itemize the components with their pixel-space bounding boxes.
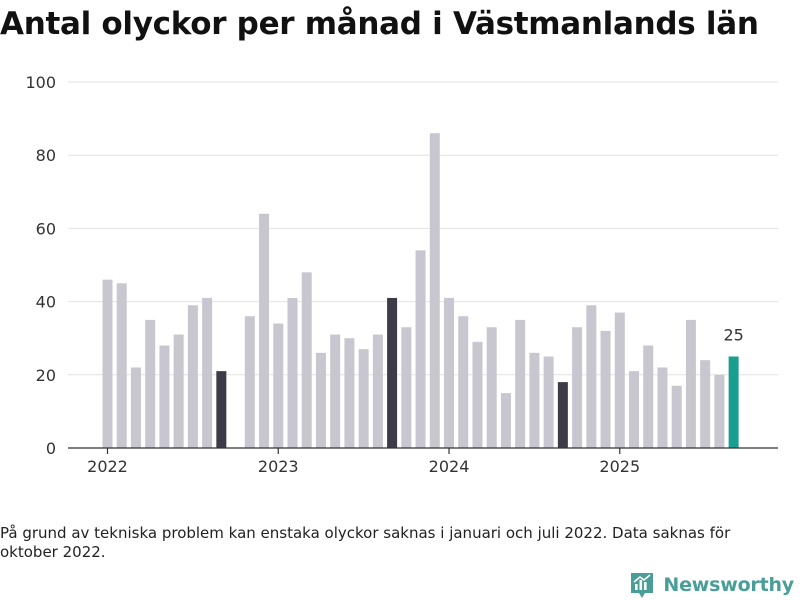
bar-2025-03 <box>643 345 654 448</box>
bar-2022-06 <box>173 334 184 448</box>
annotations: 25 <box>723 326 743 345</box>
bar-2023-06 <box>344 338 355 448</box>
bar-2023-10 <box>401 327 412 448</box>
bar-series <box>102 133 739 448</box>
y-tick-label: 0 <box>46 439 56 458</box>
bar-2024-10 <box>572 327 583 448</box>
bar-2024-04 <box>486 327 497 448</box>
bar-2023-05 <box>330 334 341 448</box>
bar-2022-05 <box>159 345 170 448</box>
bar-2025-01 <box>614 312 625 448</box>
bar-2023-04 <box>315 352 326 448</box>
bar-2024-09 <box>557 382 568 448</box>
x-tick-label: 2024 <box>429 457 470 476</box>
bar-2025-06 <box>685 319 696 448</box>
y-tick-label: 20 <box>36 366 56 385</box>
bar-2022-09 <box>216 371 227 448</box>
bar-2022-12 <box>259 213 270 448</box>
bar-2023-08 <box>372 334 383 448</box>
x-tick-label: 2022 <box>87 457 128 476</box>
y-tick-label: 60 <box>36 219 56 238</box>
footnote: På grund av tekniska problem kan enstaka… <box>0 524 731 561</box>
bar-2022-04 <box>145 319 156 448</box>
bar-2022-11 <box>244 316 255 448</box>
bar-2025-07 <box>700 360 711 448</box>
bar-2024-08 <box>543 356 554 448</box>
bar-2025-05 <box>671 385 682 448</box>
bar-2023-09 <box>387 297 398 448</box>
chart-title: Antal olyckor per månad i Västmanlands l… <box>0 6 759 42</box>
bar-2025-09 <box>728 356 739 448</box>
bar-2024-11 <box>586 305 597 448</box>
bar-2024-05 <box>500 393 511 448</box>
bar-2022-01 <box>102 279 113 448</box>
y-tick-label: 100 <box>25 73 56 92</box>
x-tick-label: 2023 <box>258 457 299 476</box>
bar-2022-03 <box>130 367 141 448</box>
bar-chart: 0 20 40 60 80 100 2022 2023 2024 2025 25 <box>25 73 778 476</box>
bar-2022-08 <box>202 297 213 448</box>
x-tick-label: 2025 <box>599 457 640 476</box>
latest-value-label: 25 <box>723 326 743 345</box>
bar-2022-07 <box>187 305 198 448</box>
bar-2023-02 <box>287 297 298 448</box>
bar-2024-01 <box>444 297 455 448</box>
bar-2024-12 <box>600 330 611 448</box>
x-axis: 2022 2023 2024 2025 <box>68 447 778 476</box>
bar-2023-01 <box>273 323 284 448</box>
bar-2024-06 <box>515 319 526 448</box>
bar-2023-11 <box>415 250 426 448</box>
y-axis-ticks: 0 20 40 60 80 100 <box>25 73 56 458</box>
bar-2025-04 <box>657 367 668 448</box>
bar-2023-07 <box>358 349 369 448</box>
brand-name: Newsworthy <box>663 574 794 596</box>
newsworthy-logo-icon <box>631 573 654 598</box>
bar-2025-02 <box>629 371 640 448</box>
bar-2024-02 <box>458 316 469 448</box>
bar-2023-12 <box>429 133 440 448</box>
y-tick-label: 80 <box>36 146 56 165</box>
brand-logo: Newsworthy <box>629 570 794 600</box>
bar-2024-07 <box>529 352 540 448</box>
bar-2024-03 <box>472 341 483 448</box>
bar-2025-08 <box>714 374 725 448</box>
y-tick-label: 40 <box>36 293 56 312</box>
bar-2023-03 <box>301 272 312 448</box>
bar-2022-02 <box>116 283 127 448</box>
